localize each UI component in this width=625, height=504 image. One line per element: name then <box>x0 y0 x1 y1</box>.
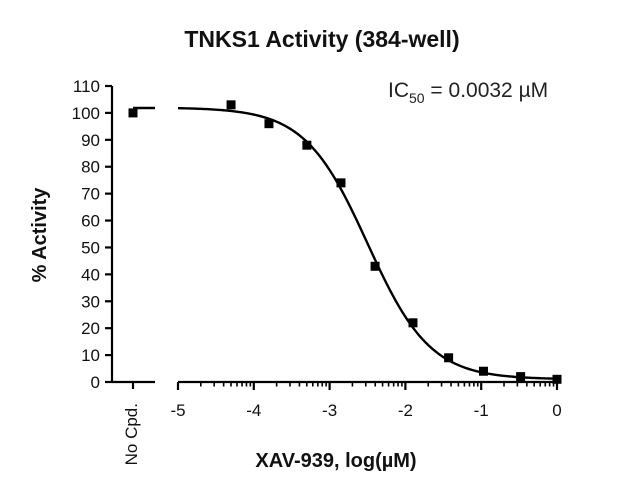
ic50-subscript: 50 <box>409 90 425 106</box>
y-tick-label: 110 <box>73 77 100 96</box>
data-point <box>370 261 380 271</box>
x-axis-label: XAV-939, log(µM) <box>255 450 416 472</box>
y-tick-label: 100 <box>72 104 100 123</box>
y-axis-label: % Activity <box>29 187 51 283</box>
fit-curve <box>177 106 558 380</box>
ic50-value: = 0.0032 µM <box>425 79 549 102</box>
y-tick-label: 60 <box>81 212 100 231</box>
y-tick-label: 0 <box>91 373 100 392</box>
y-tick-label: 70 <box>81 185 100 204</box>
data-points <box>226 100 562 384</box>
data-point <box>444 353 454 363</box>
x-tick-label: -3 <box>322 401 337 420</box>
x-tick-label: -2 <box>398 401 413 420</box>
data-point <box>302 140 312 150</box>
data-point <box>408 318 418 328</box>
data-point <box>264 119 274 129</box>
y-tick-label: 40 <box>81 265 100 284</box>
x-tick-label: -1 <box>474 401 489 420</box>
y-tick-label: 20 <box>81 319 100 338</box>
control-point <box>128 108 138 118</box>
x-tick-label: -4 <box>246 401 261 420</box>
x-ticks: -5 -4 -3 -2 -1 0 <box>170 382 562 420</box>
y-tick-label: 90 <box>81 131 100 150</box>
data-point <box>478 366 488 376</box>
data-point <box>336 178 346 188</box>
y-tick-label: 80 <box>81 158 100 177</box>
chart-title: TNKS1 Activity (384-well) <box>184 26 459 52</box>
ic50-prefix: IC <box>388 79 409 102</box>
data-point <box>226 100 236 110</box>
y-ticks: 0 10 20 30 40 50 60 70 80 90 100 110 <box>72 77 112 392</box>
data-point <box>516 372 526 382</box>
y-tick-label: 10 <box>81 346 100 365</box>
y-tick-label: 50 <box>81 238 100 257</box>
y-tick-label: 30 <box>81 292 100 311</box>
ic50-annotation: IC50 = 0.0032 µM <box>388 79 548 106</box>
data-point <box>552 374 562 384</box>
control-tick-label: No Cpd. <box>122 403 141 465</box>
x-tick-label: -5 <box>170 401 185 420</box>
x-tick-label: 0 <box>552 401 561 420</box>
